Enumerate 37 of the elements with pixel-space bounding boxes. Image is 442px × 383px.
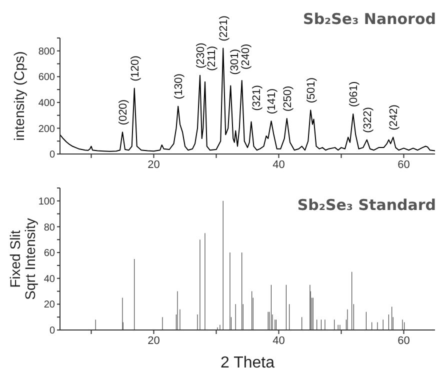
annotation: (321) bbox=[251, 85, 264, 111]
y-tick-label: 20 bbox=[44, 300, 56, 311]
annotation: (230) bbox=[195, 42, 207, 68]
x-tick-label: 20 bbox=[148, 334, 160, 347]
annotation: (211) bbox=[206, 46, 218, 71]
annotation: (242) bbox=[388, 104, 400, 130]
annotation: (141) bbox=[266, 88, 278, 114]
annotation: (130) bbox=[173, 74, 186, 100]
chart-title: Sb₂Se₃ Nanorod bbox=[303, 10, 436, 28]
y-tick-label: 100 bbox=[38, 196, 56, 208]
annotation: (120) bbox=[129, 56, 142, 82]
annotation: (301) bbox=[229, 49, 242, 75]
y-tick-label: 40 bbox=[44, 274, 56, 285]
annotation: (250) bbox=[282, 86, 294, 112]
y-tick-label: 60 bbox=[44, 248, 56, 260]
y-tick-label: 0 bbox=[49, 326, 56, 337]
x-tick-label: 40 bbox=[272, 334, 285, 347]
annotation: (322) bbox=[362, 107, 374, 133]
x-tick-label: 20 bbox=[148, 158, 160, 171]
y-axis-title: Fixed Slit Sqrt Intensity bbox=[7, 218, 38, 300]
y-tick-label: 80 bbox=[44, 222, 56, 234]
annotation: (061) bbox=[348, 81, 360, 108]
y-tick-label: 0 bbox=[49, 150, 56, 161]
y-axis-title: intensity (Cps) bbox=[11, 51, 27, 141]
annotation: (240) bbox=[240, 44, 252, 70]
text: Sb₂Se₃ Standard bbox=[297, 196, 436, 214]
x-tick-label: 40 bbox=[272, 158, 285, 171]
annotation: (221) bbox=[218, 16, 230, 42]
y-tick-label: 400 bbox=[38, 98, 56, 109]
y-tick-label: 800 bbox=[38, 46, 56, 58]
x-axis-title: 2 Theta bbox=[220, 354, 275, 372]
annotation: (501) bbox=[306, 77, 318, 104]
y-tick-label: 200 bbox=[38, 124, 56, 135]
annotation: (020) bbox=[118, 99, 130, 126]
x-tick-label: 60 bbox=[398, 334, 410, 347]
y-tick-label: 600 bbox=[38, 72, 56, 84]
x-tick-label: 60 bbox=[398, 158, 410, 171]
